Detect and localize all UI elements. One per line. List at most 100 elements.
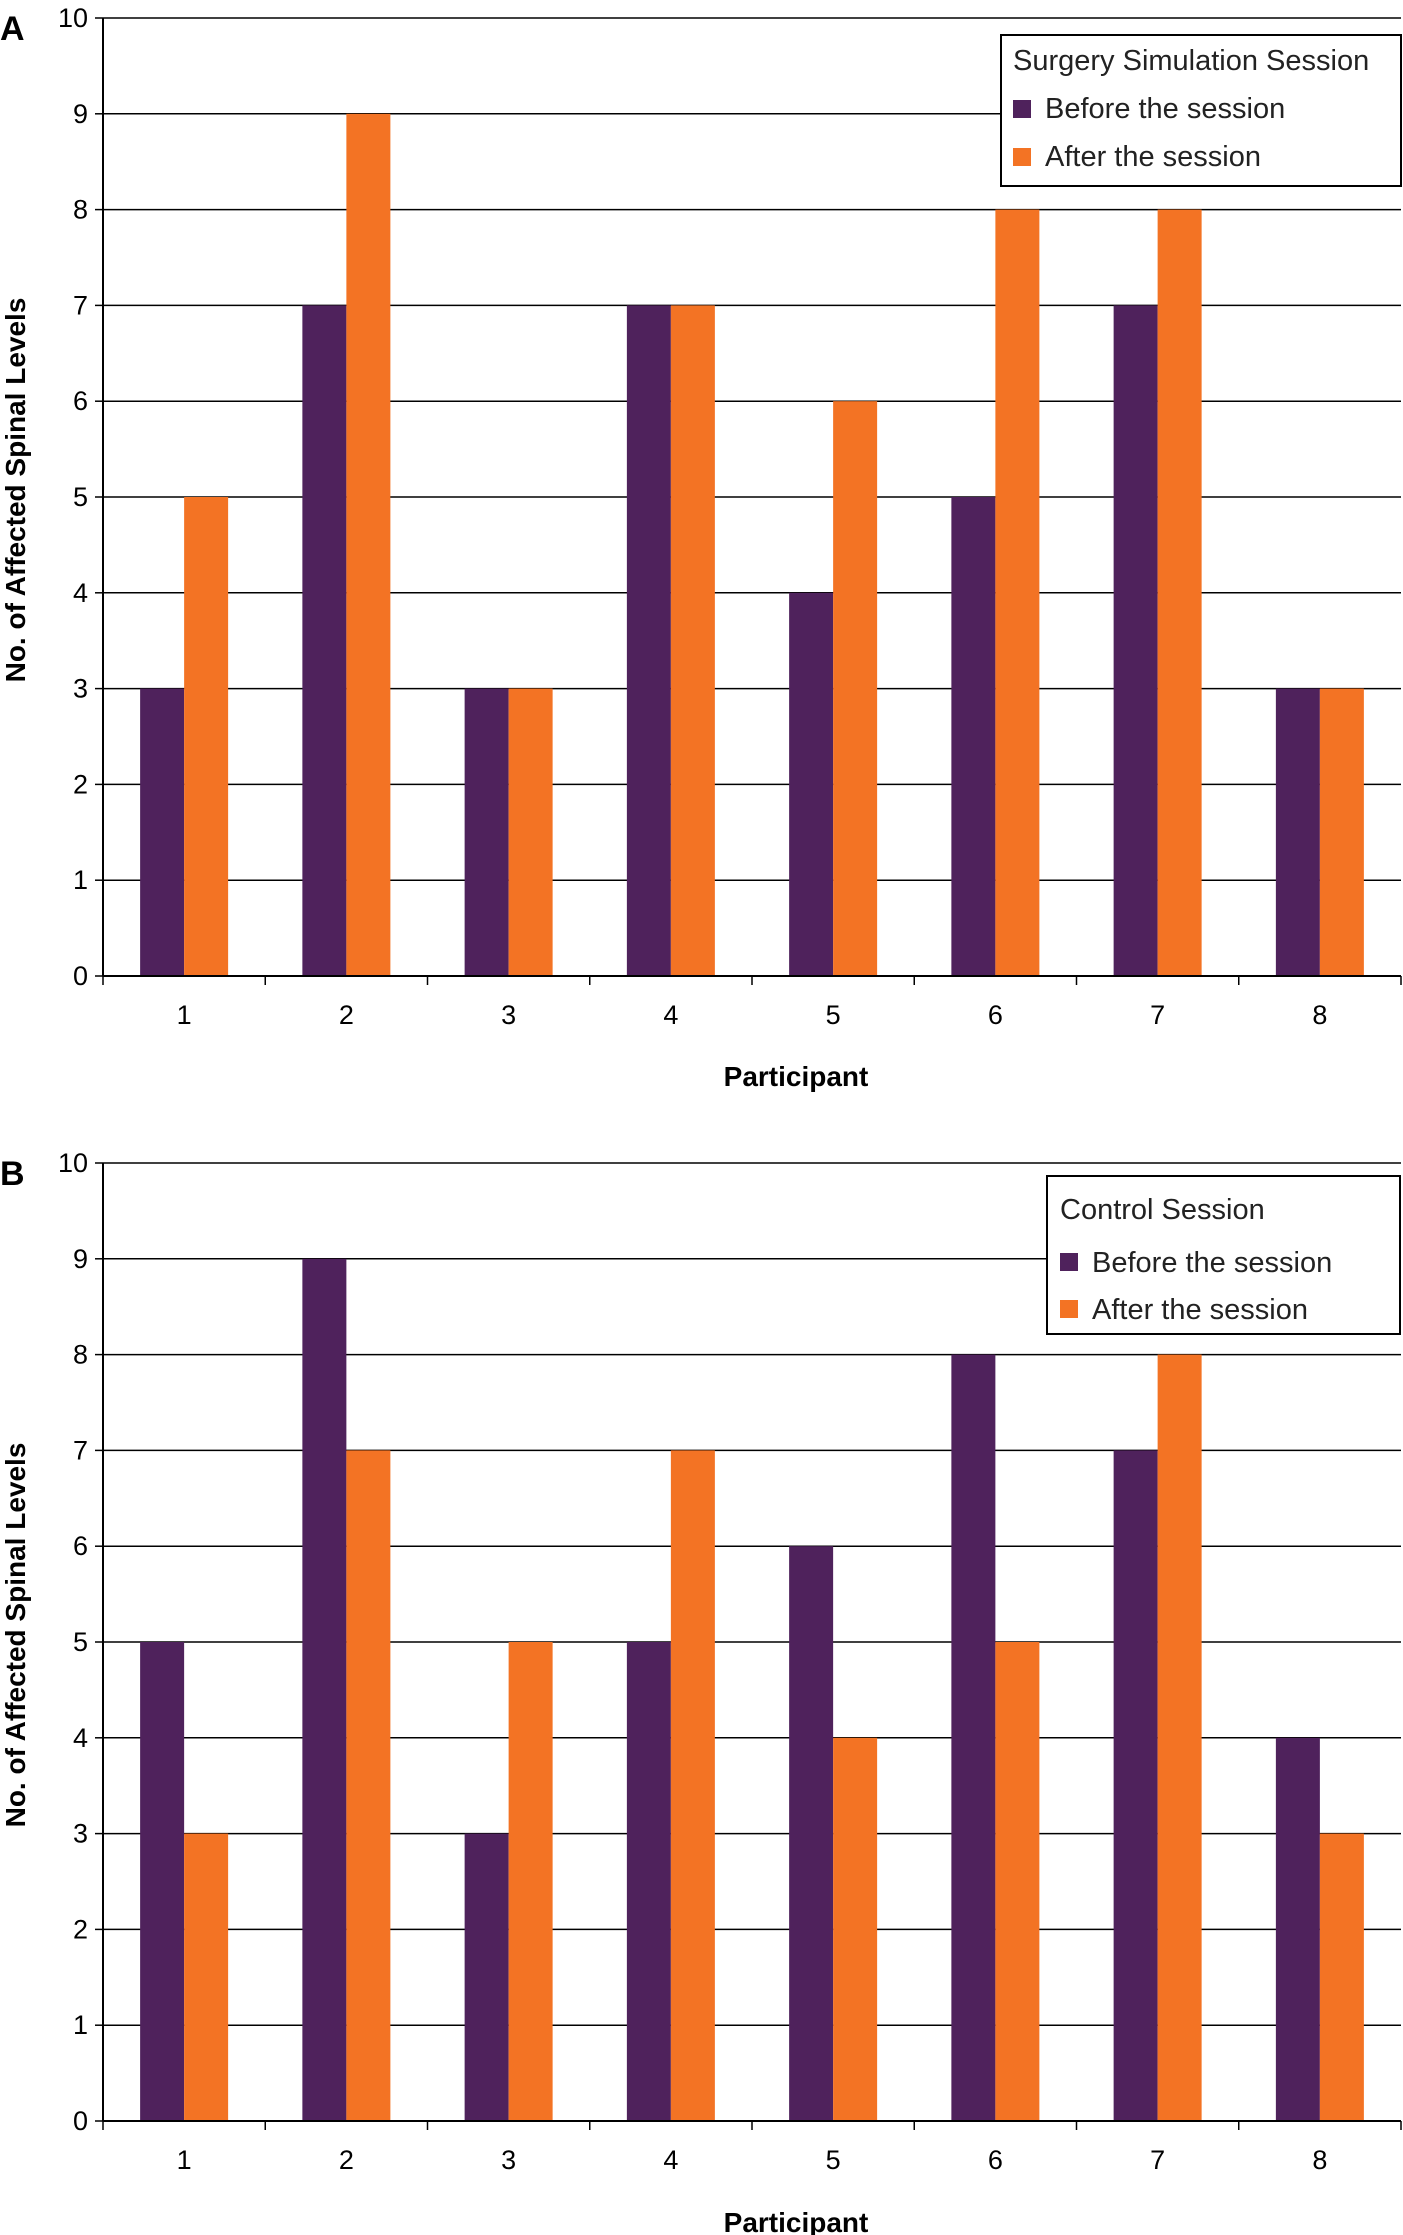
y-tick-label-b: 2	[73, 1914, 88, 1944]
bar-after-a-p3	[508, 688, 553, 976]
x-tick-label-b: 7	[1150, 2145, 1165, 2175]
x-tick-label-b: 3	[501, 2145, 516, 2175]
x-tick-label-a: 3	[501, 1000, 516, 1030]
y-tick-label-a: 4	[73, 578, 88, 608]
x-tick-label-b: 2	[339, 2145, 354, 2175]
x-axis-title-b: Participant	[724, 2207, 869, 2235]
bar-before-b-p5	[789, 1546, 834, 2121]
x-tick-label-b: 5	[826, 2145, 841, 2175]
y-tick-label-b: 5	[73, 1627, 88, 1657]
bar-before-a-p8	[1275, 688, 1320, 976]
y-tick-label-b: 6	[73, 1531, 88, 1561]
y-tick-label-a: 9	[73, 99, 88, 129]
y-axis-title-a: No. of Affected Spinal Levels	[0, 298, 31, 683]
y-tick-label-a: 5	[73, 482, 88, 512]
bar-after-b-p8	[1319, 1833, 1364, 2121]
bar-before-a-p1	[140, 688, 185, 976]
bar-before-b-p8	[1275, 1737, 1320, 2121]
x-tick-label-a: 4	[663, 1000, 678, 1030]
bar-after-a-p6	[995, 209, 1040, 977]
bar-before-a-p5	[789, 592, 834, 976]
axes-a	[95, 17, 1402, 985]
bar-after-a-p8	[1319, 688, 1364, 976]
y-tick-label-b: 10	[58, 1148, 88, 1178]
legend-swatch-before-b	[1060, 1253, 1078, 1271]
axes-b	[95, 1162, 1402, 2130]
chart-panel-a: A 0 1 2 3 4 5 6 7 8 9 10 1 2 3 4 5 6 7 8 Participant No. …	[0, 3, 1402, 1092]
y-tick-label-b: 9	[73, 1244, 88, 1274]
bar-after-a-p2	[346, 113, 391, 977]
bar-before-a-p4	[626, 305, 671, 976]
y-tick-label-b: 0	[73, 2106, 88, 2136]
y-tick-label-a: 6	[73, 386, 88, 416]
legend-title-a: Surgery Simulation Session	[1013, 45, 1369, 77]
x-tick-label-a: 1	[177, 1000, 192, 1030]
y-tick-label-b: 7	[73, 1435, 88, 1465]
bar-before-b-p2	[302, 1258, 347, 2121]
y-axis-title-b: No. of Affected Spinal Levels	[0, 1443, 31, 1828]
legend-label-before-b: Before the session	[1092, 1247, 1332, 1279]
legend-label-after-a: After the session	[1045, 141, 1261, 173]
y-tick-label-a: 7	[73, 290, 88, 320]
legend-b: Control Session Before the session After…	[1046, 1175, 1401, 1335]
y-tick-label-a: 2	[73, 769, 88, 799]
x-tick-labels-a: 1 2 3 4 5 6 7 8	[177, 1000, 1328, 1030]
x-tick-label-b: 8	[1312, 2145, 1327, 2175]
bar-before-b-p7	[1113, 1450, 1158, 2121]
legend-box-b	[1046, 1175, 1401, 1335]
bars-a	[140, 113, 1364, 977]
bar-after-a-p4	[670, 305, 715, 976]
x-tick-labels-b: 1 2 3 4 5 6 7 8	[177, 2145, 1328, 2175]
legend-swatch-before-a	[1013, 100, 1031, 118]
x-tick-label-b: 4	[663, 2145, 678, 2175]
y-tick-label-b: 1	[73, 2010, 88, 2040]
x-tick-label-a: 7	[1150, 1000, 1165, 1030]
x-tick-label-a: 6	[988, 1000, 1003, 1030]
bar-before-a-p7	[1113, 305, 1158, 976]
legend-swatch-after-a	[1013, 148, 1031, 166]
bar-before-a-p3	[464, 688, 509, 976]
bar-before-b-p3	[464, 1833, 509, 2121]
bars-b	[140, 1258, 1364, 2121]
bar-before-a-p6	[951, 497, 996, 976]
legend-title-b: Control Session	[1060, 1194, 1265, 1226]
panel-label-a: A	[0, 10, 25, 48]
x-tick-label-a: 2	[339, 1000, 354, 1030]
bar-after-b-p3	[508, 1642, 553, 2121]
y-tick-label-a: 8	[73, 195, 88, 225]
bar-after-b-p6	[995, 1642, 1040, 2121]
bar-after-a-p1	[184, 497, 229, 976]
bar-after-b-p2	[346, 1450, 391, 2121]
x-tick-label-a: 8	[1312, 1000, 1327, 1030]
y-tick-label-b: 3	[73, 1819, 88, 1849]
bar-before-b-p4	[626, 1642, 671, 2121]
x-axis-title-a: Participant	[724, 1061, 869, 1092]
legend-label-after-b: After the session	[1092, 1294, 1308, 1326]
y-tick-label-a: 0	[73, 961, 88, 991]
bar-after-a-p5	[833, 401, 878, 976]
y-tick-label-b: 8	[73, 1340, 88, 1370]
x-tick-label-b: 1	[177, 2145, 192, 2175]
bar-after-b-p4	[670, 1450, 715, 2121]
y-tick-label-a: 1	[73, 865, 88, 895]
panel-label-b: B	[0, 1155, 25, 1193]
legend-swatch-after-b	[1060, 1300, 1078, 1318]
y-tick-labels-a: 0 1 2 3 4 5 6 7 8 9 10	[58, 3, 88, 991]
x-tick-label-a: 5	[826, 1000, 841, 1030]
bar-after-a-p7	[1157, 209, 1202, 977]
y-tick-label-b: 4	[73, 1723, 88, 1753]
x-tick-label-b: 6	[988, 2145, 1003, 2175]
bar-after-b-p7	[1157, 1354, 1202, 2121]
bar-after-b-p5	[833, 1737, 878, 2121]
chart-panel-b: B 0 1 2 3 4 5 6 7 8 9 10 1 2 3 4 5 6 7 8 Participant No. …	[0, 1148, 1402, 2235]
y-tick-label-a: 10	[58, 3, 88, 33]
bar-before-b-p1	[140, 1642, 185, 2121]
legend-label-before-a: Before the session	[1045, 93, 1285, 125]
legend-box-a	[1000, 34, 1402, 187]
bar-after-b-p1	[184, 1833, 229, 2121]
bar-before-a-p2	[302, 305, 347, 976]
y-tick-label-a: 3	[73, 674, 88, 704]
legend-a: Surgery Simulation Session Before the se…	[1000, 34, 1402, 187]
bar-before-b-p6	[951, 1354, 996, 2121]
